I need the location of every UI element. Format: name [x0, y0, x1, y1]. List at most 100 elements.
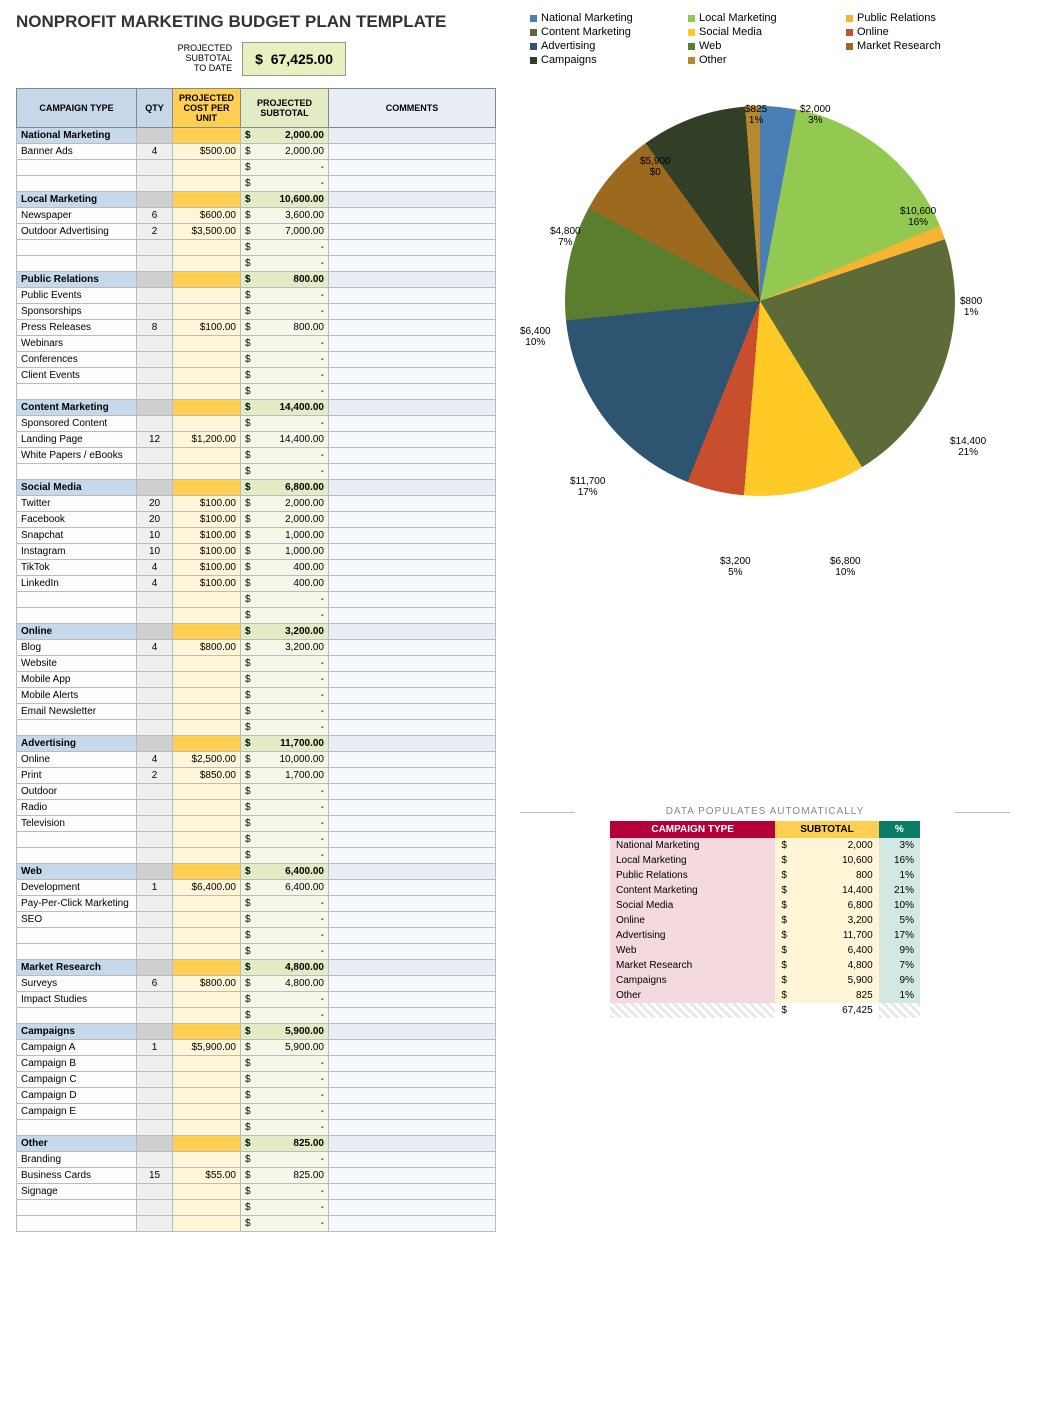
item-cell[interactable] [17, 240, 137, 256]
cpu-cell[interactable]: $500.00 [173, 144, 241, 160]
cpu-cell[interactable] [173, 672, 241, 688]
cpu-cell[interactable]: $55.00 [173, 1168, 241, 1184]
cpu-cell[interactable]: $100.00 [173, 320, 241, 336]
cpu-cell[interactable]: $600.00 [173, 208, 241, 224]
qty-cell[interactable] [137, 944, 173, 960]
qty-cell[interactable]: 12 [137, 432, 173, 448]
item-cell[interactable]: Pay-Per-Click Marketing [17, 896, 137, 912]
cmt-cell[interactable] [329, 336, 496, 352]
cpu-cell[interactable] [173, 656, 241, 672]
qty-cell[interactable] [137, 688, 173, 704]
qty-cell[interactable] [137, 416, 173, 432]
cpu-cell[interactable]: $100.00 [173, 560, 241, 576]
item-cell[interactable]: Radio [17, 800, 137, 816]
qty-cell[interactable] [137, 288, 173, 304]
qty-cell[interactable] [137, 800, 173, 816]
qty-cell[interactable] [137, 816, 173, 832]
qty-cell[interactable]: 8 [137, 320, 173, 336]
qty-cell[interactable]: 4 [137, 752, 173, 768]
item-cell[interactable]: Conferences [17, 352, 137, 368]
cpu-cell[interactable]: $2,500.00 [173, 752, 241, 768]
qty-cell[interactable] [137, 1216, 173, 1232]
qty-cell[interactable]: 4 [137, 576, 173, 592]
item-cell[interactable]: Sponsored Content [17, 416, 137, 432]
qty-cell[interactable] [137, 1056, 173, 1072]
qty-cell[interactable]: 4 [137, 640, 173, 656]
qty-cell[interactable]: 10 [137, 544, 173, 560]
cpu-cell[interactable] [173, 1072, 241, 1088]
qty-cell[interactable]: 4 [137, 560, 173, 576]
qty-cell[interactable] [137, 1120, 173, 1136]
cmt-cell[interactable] [329, 928, 496, 944]
item-cell[interactable] [17, 928, 137, 944]
cmt-cell[interactable] [329, 720, 496, 736]
qty-cell[interactable]: 2 [137, 768, 173, 784]
item-cell[interactable]: TikTok [17, 560, 137, 576]
cpu-cell[interactable]: $100.00 [173, 496, 241, 512]
item-cell[interactable] [17, 464, 137, 480]
cmt-cell[interactable] [329, 1104, 496, 1120]
cmt-cell[interactable] [329, 944, 496, 960]
cmt-cell[interactable] [329, 1200, 496, 1216]
cpu-cell[interactable] [173, 448, 241, 464]
cpu-cell[interactable]: $3,500.00 [173, 224, 241, 240]
cmt-cell[interactable] [329, 544, 496, 560]
item-cell[interactable] [17, 608, 137, 624]
cpu-cell[interactable] [173, 176, 241, 192]
cpu-cell[interactable] [173, 240, 241, 256]
item-cell[interactable]: Sponsorships [17, 304, 137, 320]
cpu-cell[interactable] [173, 816, 241, 832]
qty-cell[interactable] [137, 896, 173, 912]
cpu-cell[interactable] [173, 368, 241, 384]
qty-cell[interactable] [137, 352, 173, 368]
cpu-cell[interactable] [173, 256, 241, 272]
item-cell[interactable]: Television [17, 816, 137, 832]
cmt-cell[interactable] [329, 672, 496, 688]
cpu-cell[interactable] [173, 784, 241, 800]
cmt-cell[interactable] [329, 256, 496, 272]
item-cell[interactable]: Press Releases [17, 320, 137, 336]
qty-cell[interactable] [137, 464, 173, 480]
qty-cell[interactable] [137, 928, 173, 944]
cmt-cell[interactable] [329, 224, 496, 240]
cmt-cell[interactable] [329, 416, 496, 432]
qty-cell[interactable] [137, 592, 173, 608]
item-cell[interactable]: Outdoor Advertising [17, 224, 137, 240]
cpu-cell[interactable] [173, 688, 241, 704]
cpu-cell[interactable] [173, 1104, 241, 1120]
qty-cell[interactable] [137, 304, 173, 320]
qty-cell[interactable]: 20 [137, 512, 173, 528]
qty-cell[interactable] [137, 704, 173, 720]
cpu-cell[interactable]: $100.00 [173, 544, 241, 560]
cmt-cell[interactable] [329, 768, 496, 784]
item-cell[interactable]: Client Events [17, 368, 137, 384]
cmt-cell[interactable] [329, 432, 496, 448]
item-cell[interactable] [17, 1008, 137, 1024]
cmt-cell[interactable] [329, 1120, 496, 1136]
item-cell[interactable]: Online [17, 752, 137, 768]
cpu-cell[interactable] [173, 336, 241, 352]
item-cell[interactable]: Webinars [17, 336, 137, 352]
cpu-cell[interactable] [173, 592, 241, 608]
cpu-cell[interactable] [173, 1008, 241, 1024]
qty-cell[interactable] [137, 912, 173, 928]
item-cell[interactable] [17, 848, 137, 864]
qty-cell[interactable] [137, 720, 173, 736]
cpu-cell[interactable] [173, 304, 241, 320]
qty-cell[interactable] [137, 384, 173, 400]
cpu-cell[interactable]: $100.00 [173, 576, 241, 592]
cpu-cell[interactable] [173, 352, 241, 368]
cpu-cell[interactable] [173, 944, 241, 960]
item-cell[interactable] [17, 1120, 137, 1136]
cmt-cell[interactable] [329, 496, 496, 512]
cpu-cell[interactable] [173, 1200, 241, 1216]
cmt-cell[interactable] [329, 208, 496, 224]
cmt-cell[interactable] [329, 528, 496, 544]
qty-cell[interactable] [137, 1088, 173, 1104]
item-cell[interactable]: Impact Studies [17, 992, 137, 1008]
cmt-cell[interactable] [329, 880, 496, 896]
cpu-cell[interactable] [173, 464, 241, 480]
cmt-cell[interactable] [329, 1168, 496, 1184]
cpu-cell[interactable] [173, 608, 241, 624]
qty-cell[interactable] [137, 832, 173, 848]
